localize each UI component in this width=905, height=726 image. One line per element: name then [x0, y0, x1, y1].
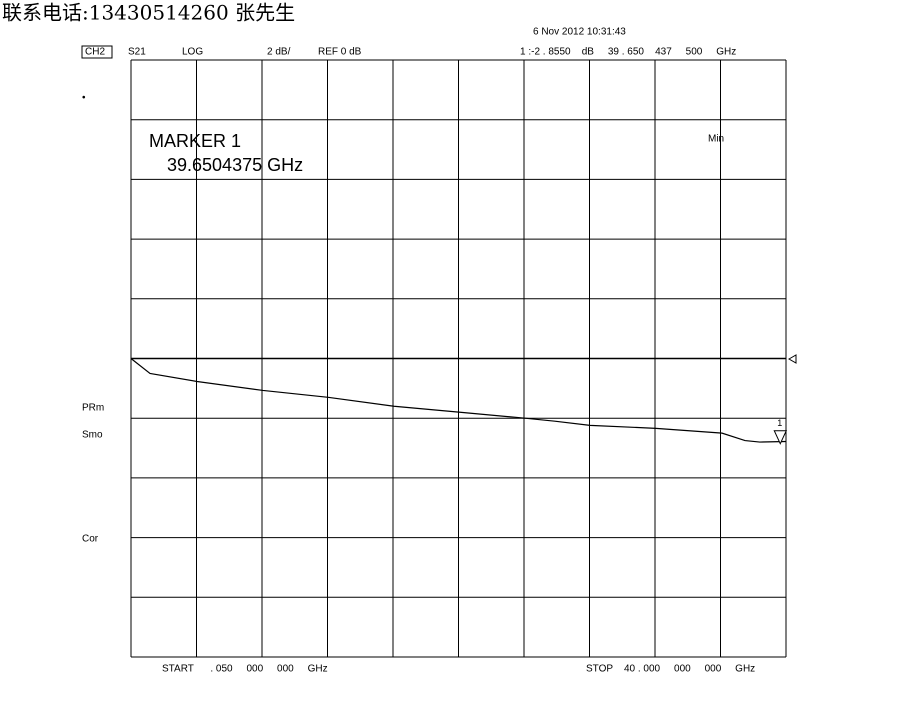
ref-pointer	[787, 354, 797, 364]
marker-label: 1	[777, 418, 782, 428]
timestamp: 6 Nov 2012 10:31:43	[533, 27, 626, 38]
marker-mode: Min	[708, 134, 724, 145]
stop: STOP 40 . 000 000 000 GHz	[586, 664, 755, 675]
side-label: Cor	[82, 534, 99, 545]
channel-box	[81, 45, 113, 59]
marker-title: MARKER 1	[149, 131, 241, 151]
side-label: Smo	[82, 430, 103, 441]
scale: 2 dB/	[267, 47, 291, 58]
reference: REF 0 dB	[318, 47, 362, 58]
trace	[130, 358, 787, 443]
side-label: PRm	[82, 403, 104, 414]
marker	[773, 430, 788, 445]
parameter: S21	[128, 47, 146, 58]
format: LOG	[182, 47, 203, 58]
dot: •	[82, 93, 86, 104]
marker-value: 39.6504375 GHz	[167, 155, 303, 175]
start: START . 050 000 000 GHz	[162, 664, 328, 675]
contact: 联系电话:13430514260 张先生	[2, 1, 295, 25]
readout: 1 :-2 . 8550 dB 39 . 650 437 500 GHz	[520, 47, 736, 58]
channel: CH2	[85, 47, 105, 58]
